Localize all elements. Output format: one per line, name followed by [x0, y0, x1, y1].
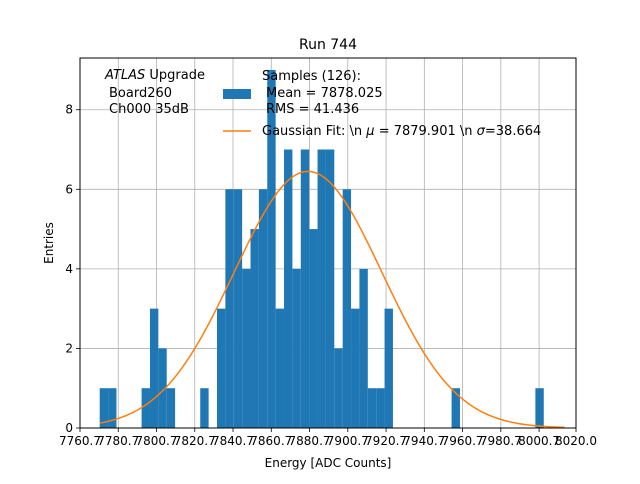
histogram-bar [334, 348, 343, 428]
x-axis-ticks: 7760.77780.77800.77820.77840.77860.77880… [59, 428, 597, 448]
histogram-bar [376, 388, 385, 428]
histogram-bar [250, 229, 259, 428]
histogram-bar [300, 149, 310, 428]
x-tick-label: 7940.7 [403, 434, 445, 448]
y-tick-label: 4 [65, 262, 73, 276]
histogram-bar [451, 388, 460, 428]
histogram-bar [149, 308, 159, 428]
y-axis-label: Entries [42, 222, 56, 264]
histogram-bar [99, 388, 109, 428]
board-label: Board260 [109, 86, 172, 101]
histogram-bar [141, 388, 150, 428]
atlas-annotation: ATLAS Upgrade Board260 Ch000 35dB [104, 68, 205, 117]
histogram-bar [317, 149, 326, 428]
x-tick-label: 7820.7 [174, 434, 216, 448]
histogram-bar [200, 388, 209, 428]
y-tick-label: 8 [65, 103, 73, 117]
histogram-bar [242, 268, 251, 428]
x-tick-label: 8020.0 [555, 434, 597, 448]
x-tick-label: 7840.7 [212, 434, 254, 448]
histogram-bar [258, 189, 268, 428]
plot-frame [79, 57, 577, 429]
histogram-bar [233, 189, 243, 428]
legend: Samples (126): Mean = 7878.025 RMS = 41.… [223, 69, 541, 139]
x-tick-label: 8000.7 [518, 434, 560, 448]
legend-samples-mean: Mean = 7878.025 [266, 86, 383, 101]
histogram-bar [225, 189, 234, 428]
x-axis-label: Energy [ADC Counts] [265, 456, 392, 470]
histogram-bar [284, 149, 293, 428]
histogram-bar [367, 388, 377, 428]
atlas-italic: ATLAS [104, 68, 145, 83]
histogram-bar [342, 189, 352, 428]
gaussian-fit [99, 170, 565, 429]
histogram-bar [166, 388, 176, 428]
histogram-bar [275, 308, 285, 428]
histogram-bar [108, 388, 117, 428]
legend-samples-title: Samples (126): [262, 69, 361, 84]
x-tick-label: 7980.7 [480, 434, 522, 448]
histogram-bar [535, 388, 544, 428]
histogram-bar [267, 69, 276, 428]
channel-label: Ch000 35dB [109, 102, 189, 117]
legend-fit-label: Gaussian Fit: \n μ = 7879.901 \n σ=38.66… [262, 124, 541, 139]
x-tick-label: 7960.7 [442, 434, 484, 448]
gaussian-fit-line [99, 170, 565, 429]
chart-title: Run 744 [299, 37, 357, 53]
y-tick-label: 0 [65, 421, 73, 435]
x-tick-label: 7760.7 [59, 434, 101, 448]
y-axis-ticks: 0 2 4 6 8 [65, 103, 80, 435]
x-tick-label: 7860.7 [250, 434, 292, 448]
x-tick-label: 7900.7 [327, 434, 369, 448]
histogram-bar [351, 308, 360, 428]
x-tick-label: 7920.7 [365, 434, 407, 448]
histogram-bars [99, 69, 544, 428]
legend-samples-rms: RMS = 41.436 [266, 102, 359, 117]
histogram-bar [292, 268, 301, 428]
histogram-bar [158, 348, 167, 428]
x-tick-label: 7780.7 [97, 434, 139, 448]
x-tick-label: 7800.7 [136, 434, 178, 448]
atlas-label: ATLAS Upgrade [104, 68, 205, 83]
histogram-bar [309, 229, 318, 428]
histogram-bar [384, 308, 393, 428]
y-tick-label: 2 [65, 341, 73, 355]
histogram-bar [216, 308, 226, 428]
legend-samples-swatch [223, 89, 251, 99]
y-tick-label: 6 [65, 182, 73, 196]
atlas-upgrade: Upgrade [145, 68, 205, 83]
x-tick-label: 7880.7 [289, 434, 331, 448]
histogram-bar [325, 149, 335, 428]
histogram-bar [359, 268, 368, 428]
